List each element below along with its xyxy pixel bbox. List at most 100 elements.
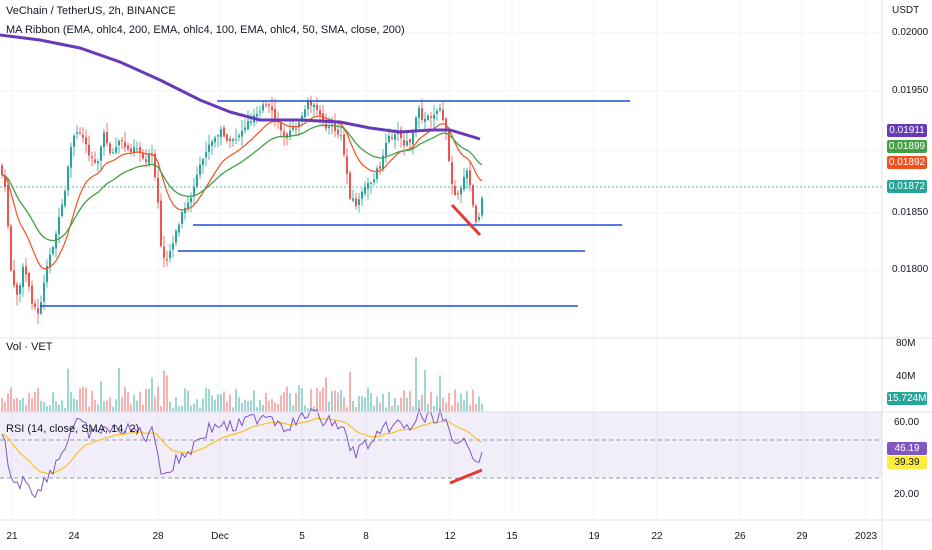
- candle-body: [97, 161, 99, 164]
- candle-body: [121, 140, 123, 142]
- grid-lines: [0, 0, 882, 520]
- volume-bar: [220, 394, 222, 412]
- volume-bar: [97, 404, 99, 412]
- candle-body: [364, 186, 366, 194]
- candle-body: [52, 246, 54, 254]
- candle-body: [262, 104, 264, 111]
- candle-body: [424, 118, 426, 122]
- volume-bar: [169, 401, 171, 412]
- volume-bar: [433, 405, 435, 412]
- indicator-legend[interactable]: MA Ribbon (EMA, ohlc4, 200, EMA, ohlc4, …: [6, 24, 405, 36]
- time-axis-label: 29: [796, 531, 808, 542]
- candle-body: [226, 134, 228, 141]
- candle-body: [391, 137, 393, 139]
- candle-body: [322, 113, 324, 123]
- candle-body: [178, 224, 180, 233]
- volume-bar: [469, 405, 471, 412]
- candle-body: [22, 266, 24, 288]
- rsi-band: [0, 412, 882, 478]
- volume-bar: [442, 397, 444, 412]
- volume-bar: [325, 377, 327, 412]
- rsi-legend[interactable]: RSI (14, close, SMA, 14, 2): [6, 423, 140, 435]
- candle-body: [109, 143, 111, 154]
- candle-body: [403, 139, 405, 146]
- volume-bar: [355, 406, 357, 412]
- volume-bar: [121, 397, 123, 412]
- volume-bar: [214, 399, 216, 412]
- volume-bar: [43, 402, 45, 412]
- candle-body: [388, 135, 390, 142]
- candle-body: [412, 132, 414, 145]
- volume-bar: [253, 390, 255, 412]
- volume-bar: [289, 393, 291, 412]
- volume-bar: [46, 406, 48, 412]
- volume-bar: [100, 381, 102, 412]
- volume-bar: [367, 387, 369, 412]
- volume-bar: [412, 406, 414, 412]
- volume-legend[interactable]: Vol · VET: [6, 341, 53, 353]
- candle-body: [13, 270, 15, 286]
- volume-bar: [166, 375, 168, 412]
- volume-bar: [64, 407, 66, 412]
- volume-bar: [37, 387, 39, 412]
- volume-bar: [268, 400, 270, 412]
- volume-bar: [4, 401, 6, 412]
- volume-bar: [1, 398, 3, 412]
- volume-tick: 80M: [896, 338, 916, 349]
- candle-body: [193, 186, 195, 197]
- rsi-tick: 60.00: [894, 417, 920, 428]
- volume-bar: [193, 403, 195, 412]
- candle-body: [163, 246, 165, 258]
- volume-bar: [160, 406, 162, 412]
- volume-bar: [244, 399, 246, 412]
- candle-body: [460, 188, 462, 195]
- candle-body: [232, 139, 234, 142]
- volume-bar: [376, 396, 378, 412]
- candle-body: [166, 259, 168, 261]
- volume-bar: [202, 398, 204, 412]
- currency-label: USDT: [892, 5, 920, 16]
- candle-body: [10, 226, 12, 271]
- volume-bar: [211, 395, 213, 412]
- volume-bar: [184, 388, 186, 412]
- volume-bar: [481, 403, 483, 412]
- candle-body: [133, 147, 135, 154]
- volume-bar: [163, 370, 165, 412]
- candle-body: [67, 166, 69, 191]
- volume-bar: [295, 393, 297, 412]
- candle-body: [190, 197, 192, 203]
- volume-bars: [1, 357, 483, 412]
- candle-body: [16, 284, 18, 295]
- candle-body: [79, 132, 81, 134]
- candle-body: [280, 123, 282, 131]
- candle-body: [112, 152, 114, 154]
- volume-bar: [256, 407, 258, 412]
- volume-bar: [403, 390, 405, 412]
- volume-bar: [73, 398, 75, 412]
- candle-body: [127, 145, 129, 150]
- volume-bar: [436, 396, 438, 412]
- volume-bar: [79, 388, 81, 412]
- time-axis-label: 24: [68, 531, 80, 542]
- volume-bar: [280, 395, 282, 412]
- volume-bar: [472, 389, 474, 412]
- candle-body: [229, 138, 231, 142]
- volume-bar: [91, 390, 93, 412]
- candle-body: [130, 148, 132, 152]
- volume-bar: [199, 407, 201, 412]
- volume-bar: [406, 397, 408, 412]
- candle-body: [427, 115, 429, 120]
- volume-bar: [223, 391, 225, 412]
- volume-bar: [205, 387, 207, 412]
- candle-body: [313, 104, 315, 108]
- symbol-title[interactable]: VeChain / TetherUS, 2h, BINANCE: [6, 5, 176, 17]
- candle-body: [91, 156, 93, 158]
- time-axis-label: Dec: [211, 531, 229, 542]
- candle-body: [160, 200, 162, 246]
- candle-body: [55, 233, 57, 249]
- volume-bar: [82, 386, 84, 412]
- volume-bar: [340, 389, 342, 412]
- volume-bar: [475, 404, 477, 412]
- volume-bar: [34, 391, 36, 412]
